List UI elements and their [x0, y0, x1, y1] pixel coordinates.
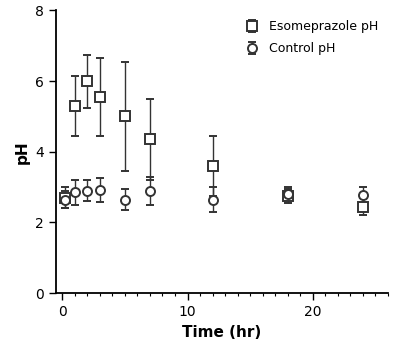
Y-axis label: pH: pH	[15, 140, 30, 164]
Legend: Esomeprazole pH, Control pH: Esomeprazole pH, Control pH	[239, 17, 382, 59]
X-axis label: Time (hr): Time (hr)	[182, 325, 262, 340]
